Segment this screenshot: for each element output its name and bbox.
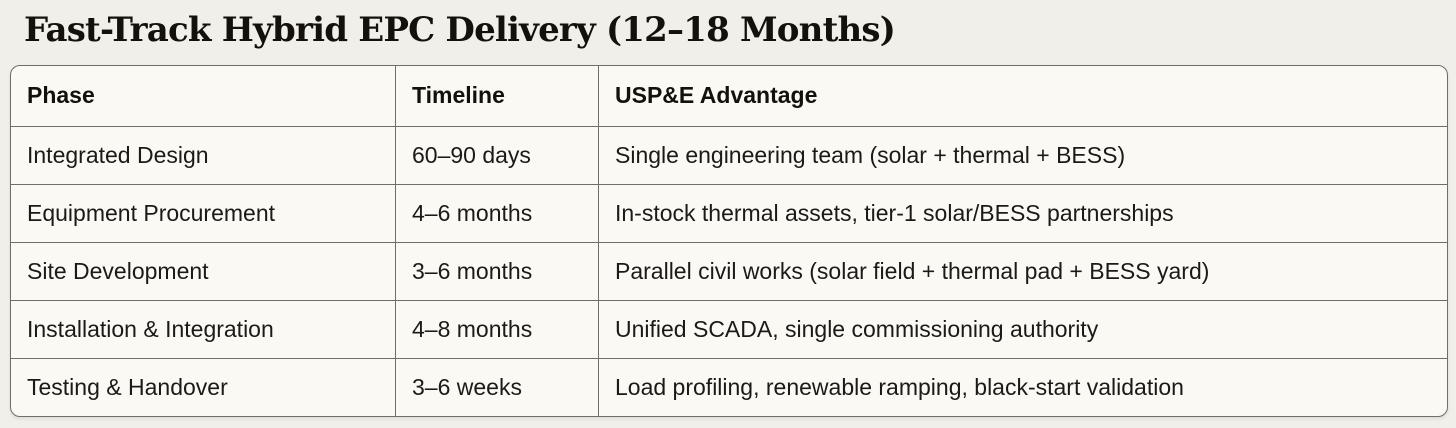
cell-phase: Site Development [11, 242, 395, 300]
cell-timeline: 3–6 weeks [395, 358, 598, 416]
table-row: Site Development 3–6 months Parallel civ… [11, 242, 1447, 300]
epc-delivery-table: Phase Timeline USP&E Advantage Integrate… [10, 65, 1448, 417]
cell-phase: Installation & Integration [11, 300, 395, 358]
cell-advantage: In-stock thermal assets, tier-1 solar/BE… [598, 184, 1447, 242]
table-row: Integrated Design 60–90 days Single engi… [11, 126, 1447, 184]
column-header-timeline: Timeline [395, 66, 598, 126]
page-title: Fast-Track Hybrid EPC Delivery (12–18 Mo… [24, 10, 896, 50]
column-header-phase: Phase [27, 82, 95, 109]
cell-advantage: Single engineering team (solar + thermal… [598, 126, 1447, 184]
cell-timeline: 3–6 months [395, 242, 598, 300]
cell-phase: Integrated Design [11, 126, 395, 184]
cell-phase: Testing & Handover [11, 358, 395, 416]
table-header-row: Phase Timeline USP&E Advantage [11, 66, 1447, 126]
table-row: Installation & Integration 4–8 months Un… [11, 300, 1447, 358]
cell-timeline: 60–90 days [395, 126, 598, 184]
column-header-advantage: USP&E Advantage [598, 66, 1447, 126]
cell-advantage: Parallel civil works (solar field + ther… [598, 242, 1447, 300]
cell-advantage: Unified SCADA, single commissioning auth… [598, 300, 1447, 358]
cell-phase: Equipment Procurement [11, 184, 395, 242]
table-row: Equipment Procurement 4–6 months In-stoc… [11, 184, 1447, 242]
cell-advantage: Load profiling, renewable ramping, black… [598, 358, 1447, 416]
cell-timeline: 4–8 months [395, 300, 598, 358]
cell-timeline: 4–6 months [395, 184, 598, 242]
table-row: Testing & Handover 3–6 weeks Load profil… [11, 358, 1447, 416]
